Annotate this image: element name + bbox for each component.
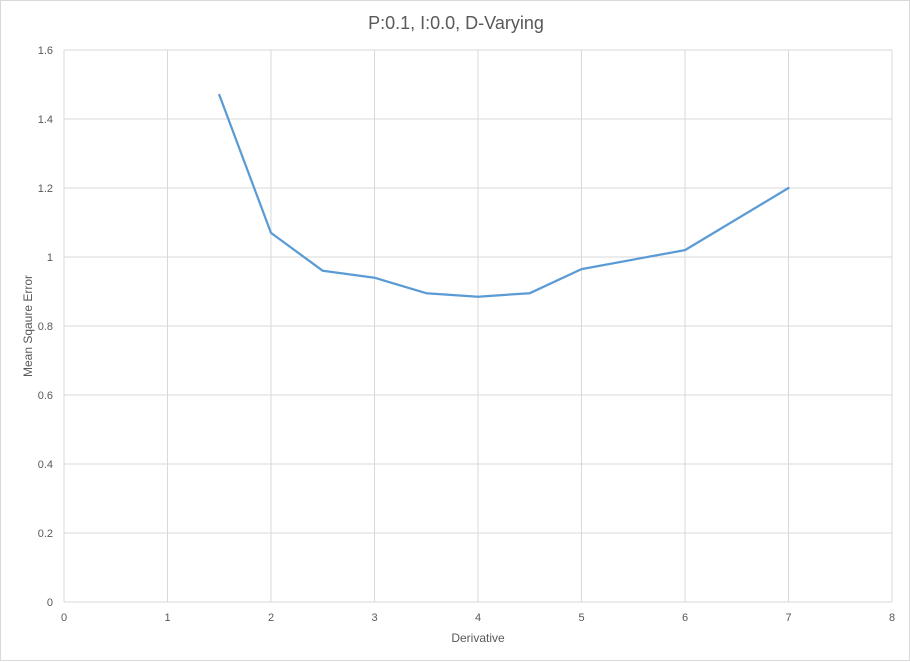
y-tick-label: 0.4	[38, 459, 53, 471]
y-tick-label: 1.2	[38, 183, 53, 195]
y-tick-label: 0.8	[38, 321, 53, 333]
x-axis-ticks: 0 1 2 3 4 5 6 7 8	[61, 612, 895, 624]
x-tick-label: 0	[61, 612, 67, 624]
y-tick-label: 1	[47, 252, 53, 264]
chart-title: P:0.1, I:0.0, D-Varying	[368, 13, 544, 33]
x-tick-label: 8	[889, 612, 895, 624]
series-layer	[218, 93, 790, 298]
x-tick-label: 5	[578, 612, 584, 624]
y-tick-label: 0.6	[38, 390, 53, 402]
x-tick-label: 6	[682, 612, 688, 624]
x-tick-label: 3	[371, 612, 377, 624]
x-axis-title: Derivative	[451, 631, 505, 645]
x-tick-label: 1	[164, 612, 170, 624]
y-tick-label: 1.4	[38, 114, 53, 126]
x-tick-label: 7	[785, 612, 791, 624]
gridlines	[63, 49, 893, 603]
y-tick-label: 0.2	[38, 528, 53, 540]
x-tick-label: 4	[475, 612, 481, 624]
y-axis-ticks: 0 0.2 0.4 0.6 0.8 1 1.2 1.4 1.6	[38, 45, 53, 609]
x-tick-label: 2	[268, 612, 274, 624]
y-axis-title: Mean Sqaure Error	[21, 275, 35, 377]
y-tick-label: 0	[47, 597, 53, 609]
series-line	[218, 93, 790, 298]
y-tick-label: 1.6	[38, 45, 53, 57]
